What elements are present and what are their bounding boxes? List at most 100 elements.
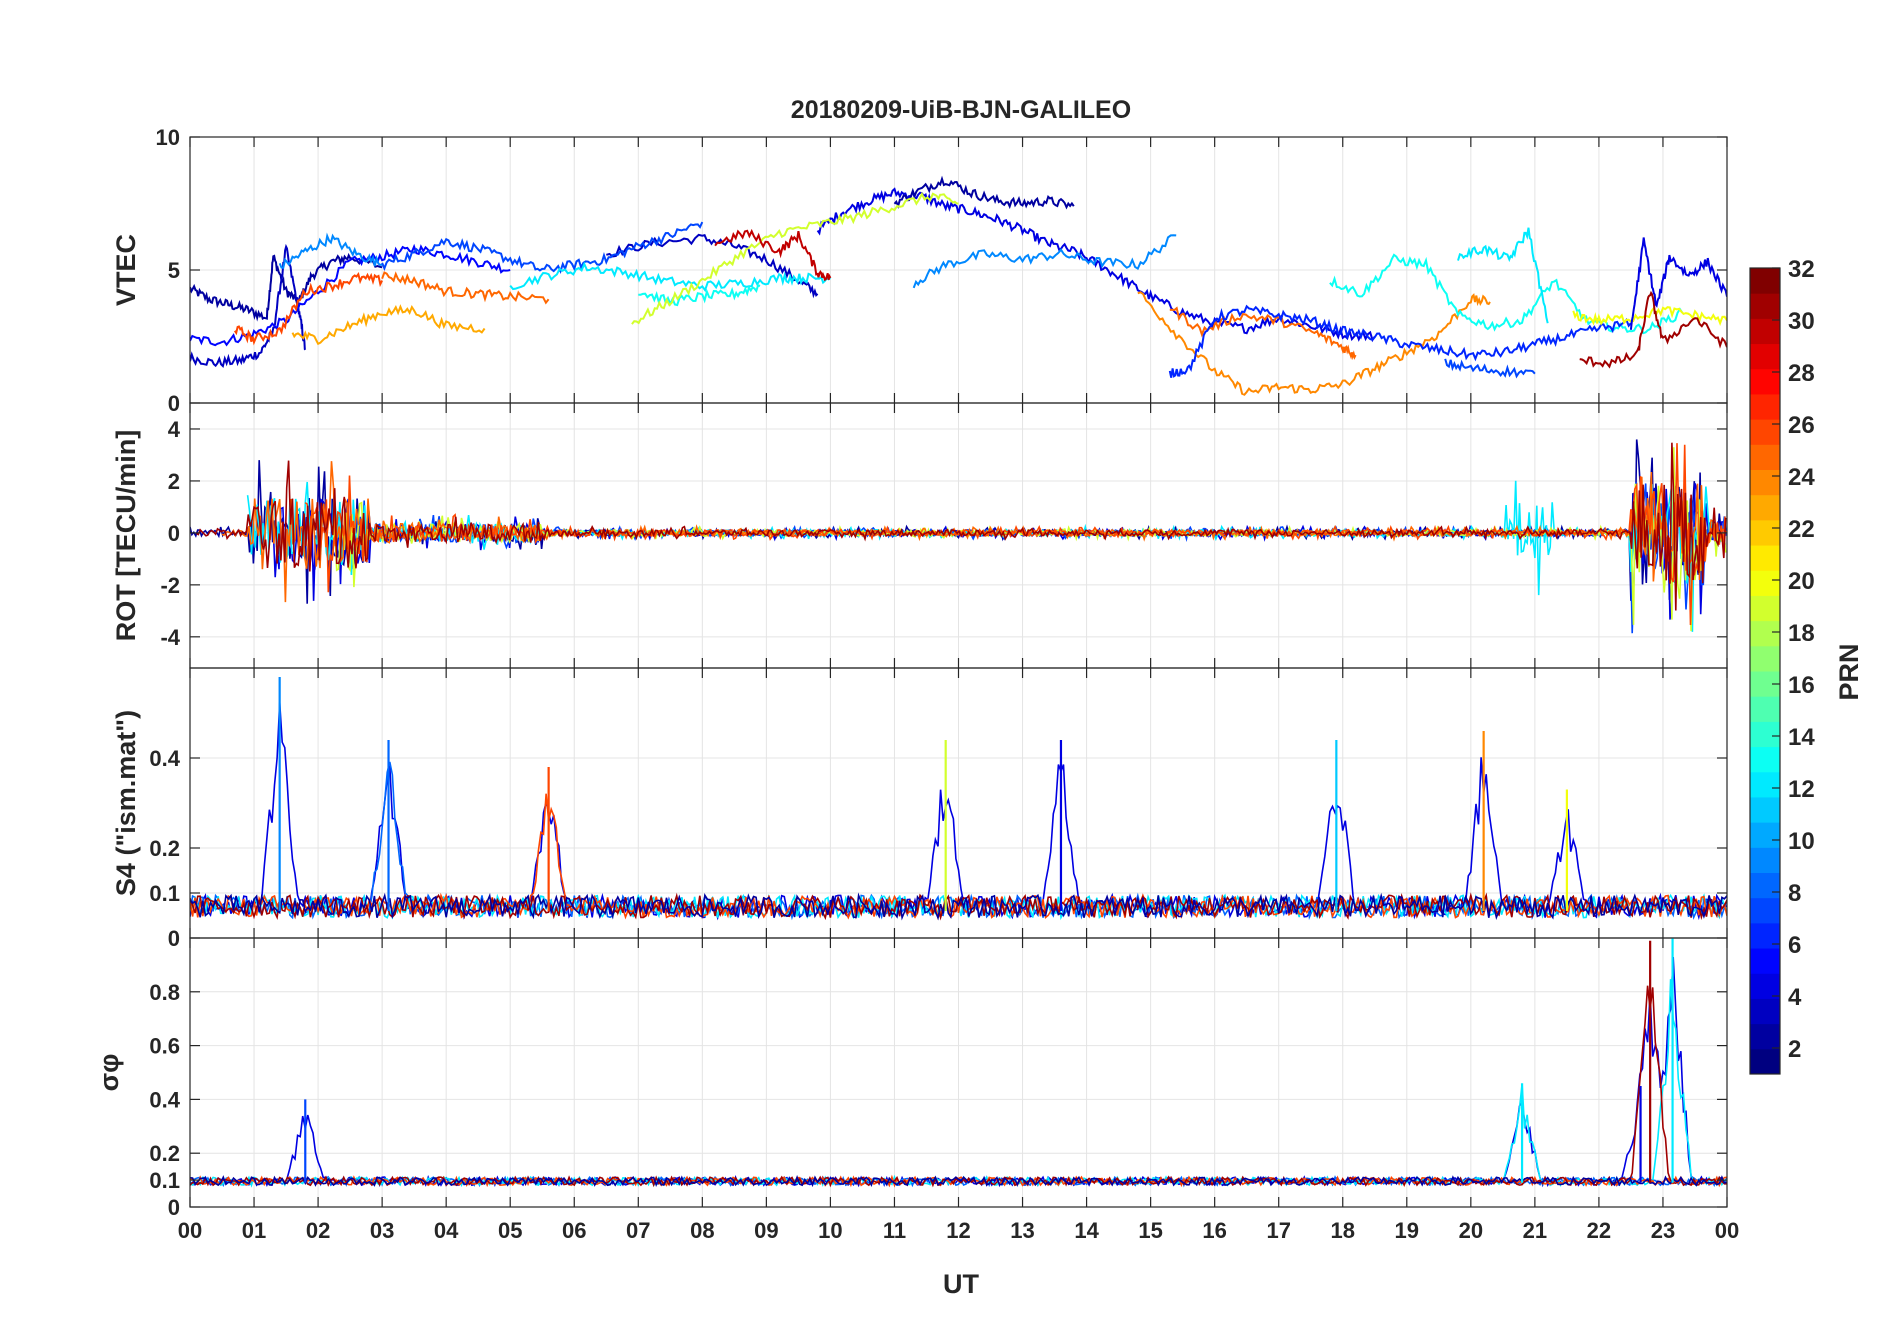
y-tick-label: 5 — [168, 258, 180, 283]
x-tick-label: 00 — [1715, 1218, 1739, 1243]
vtec-series-prn-19 — [631, 191, 959, 325]
vtec-series-prn-24 — [1137, 291, 1491, 396]
y-tick-label: 0.4 — [149, 746, 180, 771]
colorbar-segment — [1750, 393, 1780, 420]
colorbar-segment — [1750, 444, 1780, 470]
colorbar-tick-label: 2 — [1788, 1036, 1801, 1063]
y-tick-label: 0 — [168, 1195, 180, 1220]
colorbar-tick-label: 8 — [1788, 880, 1801, 907]
rot-series-prn-31 — [196, 442, 1727, 611]
series-prn-2 — [190, 892, 1727, 921]
colorbar-segment — [1750, 721, 1780, 748]
colorbar-segment — [1750, 494, 1780, 521]
colorbar-segment — [1750, 469, 1780, 496]
vtec-series-prn-7 — [1444, 358, 1536, 379]
colorbar-tick-label: 22 — [1788, 516, 1815, 543]
x-tick-label: 19 — [1395, 1218, 1419, 1243]
panel-data — [190, 677, 1727, 921]
y-tick-label: -2 — [160, 573, 180, 598]
panel-2: -4 -2 0 2 4 ROT [TECU/min] — [111, 402, 1728, 669]
vtec-series-prn-9 — [912, 234, 1177, 289]
colorbar-segment — [1750, 545, 1780, 571]
y-tick-label: 0.2 — [149, 836, 180, 861]
colorbar-segment — [1750, 847, 1780, 873]
vtec-series-prn-13 — [1329, 253, 1684, 335]
y-tick-label: 10 — [156, 125, 180, 150]
chart-title: 20180209-UiB-BJN-GALILEO — [791, 96, 1131, 124]
vtec-series-prn-13 — [638, 284, 761, 307]
colorbar-segment — [1750, 268, 1780, 294]
colorbar-tick-label: 4 — [1788, 984, 1802, 1011]
x-tick-label: 11 — [883, 1218, 906, 1243]
colorbar-label: PRN — [1834, 643, 1864, 700]
vtec-series-prn-4 — [1629, 237, 1727, 330]
y-tick-label: 0.1 — [149, 1168, 180, 1193]
colorbar-segment — [1750, 343, 1780, 370]
x-axis-label: UT — [943, 1269, 979, 1299]
y-tick-label: 0.1 — [149, 881, 180, 906]
colorbar-tick-label: 12 — [1788, 776, 1815, 803]
colorbar-tick-label: 16 — [1788, 672, 1815, 699]
vtec-series-prn-2 — [893, 175, 1075, 210]
y-axis-label: S4 ("ism.mat") — [111, 710, 141, 896]
x-tick-label: 17 — [1266, 1218, 1290, 1243]
x-tick-label: 23 — [1651, 1218, 1675, 1243]
colorbar-segment — [1750, 771, 1780, 798]
panel-data — [190, 439, 1727, 634]
x-tick-label: 02 — [306, 1218, 330, 1243]
x-tick-label: 12 — [946, 1218, 970, 1243]
colorbar-segment — [1750, 1023, 1780, 1050]
vtec-series-prn-20 — [1572, 306, 1727, 327]
colorbar-segment — [1750, 570, 1780, 596]
x-tick-label: 14 — [1074, 1218, 1099, 1243]
colorbar-tick-label: 24 — [1788, 464, 1815, 491]
colorbar-segment — [1750, 368, 1780, 395]
vtec-series-prn-3 — [606, 233, 819, 299]
colorbar-segment — [1750, 922, 1780, 949]
vtec-series-prn-25 — [1169, 306, 1357, 361]
colorbar-segment — [1750, 293, 1780, 319]
vtec-series-prn-12 — [509, 261, 831, 293]
colorbar-tick-label: 30 — [1788, 308, 1815, 335]
x-tick-label: 22 — [1587, 1218, 1611, 1243]
x-tick-label: 15 — [1138, 1218, 1162, 1243]
y-tick-label: 2 — [168, 469, 180, 494]
colorbar-frame — [1749, 267, 1781, 1075]
x-tick-label: 00 — [178, 1218, 202, 1243]
vtec-series-prn-3 — [190, 243, 307, 369]
colorbar-tick-label: 32 — [1788, 256, 1815, 283]
y-tick-label: 0.4 — [149, 1087, 180, 1112]
colorbar-segment — [1750, 696, 1780, 722]
colorbar-segment — [1750, 645, 1780, 672]
colorbar-segment — [1750, 796, 1780, 823]
colorbar-segment — [1750, 519, 1780, 546]
y-axis-label: ROT [TECU/min] — [111, 430, 141, 641]
vtec-series-prn-26 — [233, 271, 383, 346]
colorbar-segment — [1750, 318, 1780, 345]
colorbar-tick-label: 6 — [1788, 932, 1801, 959]
colorbar-tick-label: 18 — [1788, 620, 1815, 647]
y-tick-label: -4 — [160, 625, 180, 650]
x-tick-label: 08 — [690, 1218, 714, 1243]
colorbar-segment — [1750, 595, 1780, 622]
panel-data — [190, 175, 1727, 396]
colorbar-tick-label: 10 — [1788, 828, 1815, 855]
x-tick-label: 09 — [754, 1218, 778, 1243]
colorbar-segment — [1750, 620, 1780, 647]
colorbar-segment — [1750, 973, 1780, 999]
y-tick-label: 0.6 — [149, 1034, 180, 1059]
colorbar-tick-label: 28 — [1788, 360, 1815, 387]
colorbar-segment — [1750, 998, 1780, 1025]
x-tick-label: 06 — [562, 1218, 586, 1243]
colorbar-segment — [1750, 872, 1780, 899]
vtec-series-prn-4 — [816, 187, 1376, 343]
y-axis-label: σφ — [94, 1054, 124, 1092]
y-tick-label: 0 — [168, 391, 180, 416]
vtec-series-prn-30 — [714, 228, 832, 282]
colorbar-tick-label: 14 — [1788, 724, 1815, 751]
x-tick-label: 05 — [498, 1218, 522, 1243]
colorbar-tick-label: 26 — [1788, 412, 1815, 439]
vtec-series-prn-23 — [291, 304, 486, 346]
panel-4: 00.10.2 0.4 0.6 0.8 00 01 02 03 04 05 06 07 08 09 10 11… — [94, 937, 1739, 1243]
x-tick-label: 04 — [434, 1218, 459, 1243]
